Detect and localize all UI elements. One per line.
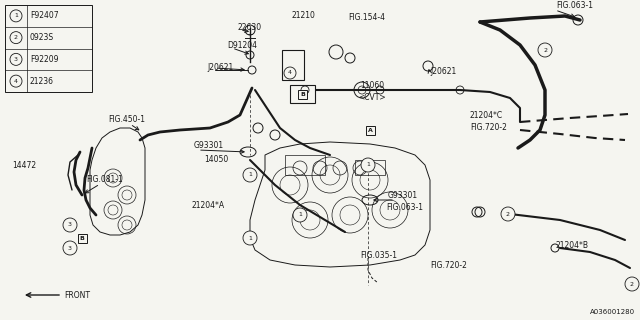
Text: 2: 2 — [543, 47, 547, 52]
Text: 4: 4 — [288, 70, 292, 76]
Text: 1: 1 — [14, 13, 18, 18]
FancyBboxPatch shape — [77, 234, 86, 243]
Text: FIG.063-1: FIG.063-1 — [386, 203, 423, 212]
Text: 22630: 22630 — [238, 23, 262, 33]
Text: 4: 4 — [14, 79, 18, 84]
Text: 14050: 14050 — [204, 156, 228, 164]
Bar — [5, 5, 92, 92]
Text: D91204: D91204 — [227, 42, 257, 51]
Text: 21204*C: 21204*C — [470, 111, 503, 121]
Circle shape — [63, 241, 77, 255]
Text: G93301: G93301 — [194, 141, 224, 150]
Text: 1: 1 — [366, 163, 370, 167]
Circle shape — [63, 218, 77, 232]
Circle shape — [10, 75, 22, 87]
Text: 0923S: 0923S — [30, 33, 54, 42]
Circle shape — [361, 158, 375, 172]
Bar — [355, 160, 385, 175]
Text: 11060: 11060 — [360, 82, 384, 91]
Text: J20621: J20621 — [430, 68, 456, 76]
Text: 3: 3 — [68, 245, 72, 251]
Text: A036001280: A036001280 — [590, 309, 635, 315]
Circle shape — [293, 208, 307, 222]
Text: 14472: 14472 — [12, 162, 36, 171]
Text: FIG.063-1: FIG.063-1 — [556, 2, 593, 11]
Text: F92407: F92407 — [30, 12, 59, 20]
Text: FIG.720-2: FIG.720-2 — [430, 260, 467, 269]
Text: J20621: J20621 — [207, 62, 233, 71]
Text: FIG.035-1: FIG.035-1 — [360, 251, 397, 260]
Circle shape — [284, 67, 296, 79]
Text: B: B — [79, 236, 84, 241]
Text: 1: 1 — [248, 236, 252, 241]
Circle shape — [10, 53, 22, 65]
Bar — [290, 85, 315, 103]
Text: 2: 2 — [14, 35, 18, 40]
Text: 2: 2 — [630, 282, 634, 286]
Bar — [285, 155, 325, 175]
Circle shape — [501, 207, 515, 221]
Text: <CVT>: <CVT> — [358, 93, 386, 102]
Text: FIG.081-1: FIG.081-1 — [86, 175, 123, 185]
Text: B: B — [300, 92, 305, 97]
Text: FRONT: FRONT — [64, 291, 90, 300]
Text: F92209: F92209 — [30, 55, 58, 64]
Circle shape — [243, 168, 257, 182]
Text: 1: 1 — [298, 212, 302, 218]
Text: A: A — [367, 127, 372, 132]
Text: FIG.154-4: FIG.154-4 — [348, 13, 385, 22]
Circle shape — [243, 231, 257, 245]
Text: 3: 3 — [14, 57, 18, 62]
Circle shape — [538, 43, 552, 57]
Circle shape — [625, 277, 639, 291]
Bar — [282, 50, 304, 80]
Text: 21204*B: 21204*B — [556, 242, 589, 251]
Text: 21236: 21236 — [30, 76, 54, 86]
Text: 1: 1 — [248, 172, 252, 178]
Circle shape — [10, 32, 22, 44]
Text: G93301: G93301 — [388, 190, 418, 199]
Text: 3: 3 — [68, 222, 72, 228]
Text: FIG.720-2: FIG.720-2 — [470, 124, 507, 132]
FancyBboxPatch shape — [298, 90, 307, 99]
Text: FIG.450-1: FIG.450-1 — [108, 116, 145, 124]
Circle shape — [10, 10, 22, 22]
FancyBboxPatch shape — [365, 125, 374, 134]
Text: 21204*A: 21204*A — [192, 202, 225, 211]
Text: 2: 2 — [506, 212, 510, 217]
Text: 21210: 21210 — [291, 11, 315, 20]
